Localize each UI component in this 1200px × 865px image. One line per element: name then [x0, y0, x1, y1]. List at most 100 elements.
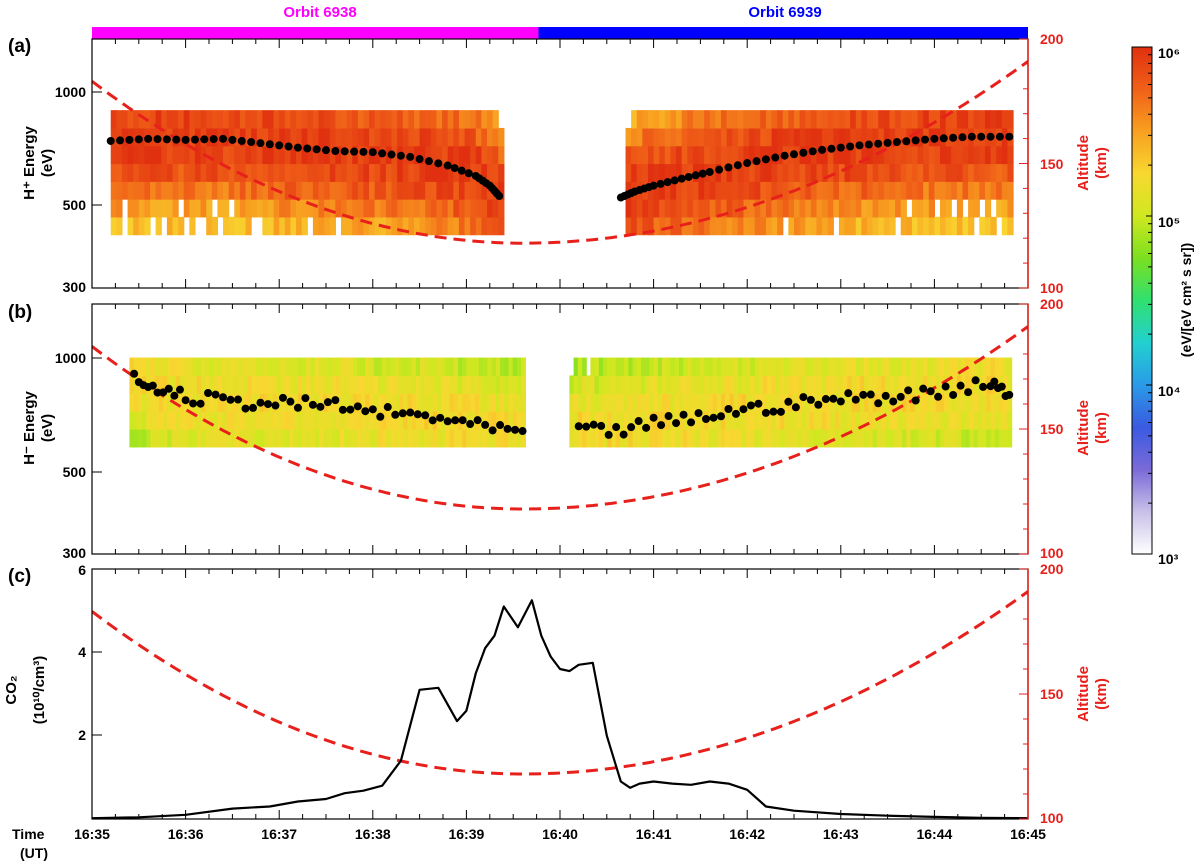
spectrogram-cell: [952, 375, 958, 394]
spectrogram-cell: [129, 429, 135, 448]
spectrogram-cell: [607, 411, 613, 430]
spectrogram-cell: [508, 429, 514, 448]
spectrogram-cell: [918, 429, 924, 448]
spectrogram-cell: [420, 375, 425, 394]
spectrogram-cell: [844, 216, 851, 236]
spectrogram-cell: [479, 429, 484, 448]
spectrogram-cell: [492, 216, 499, 236]
spectrogram-cell: [138, 199, 146, 218]
spectrogram-cell: [356, 375, 362, 394]
spectrogram-cell: [771, 357, 777, 377]
spectrogram-cell: [386, 357, 392, 377]
spectrogram-cell: [475, 145, 482, 165]
spectrogram-cell: [670, 216, 677, 236]
spectrogram-cell: [732, 110, 739, 129]
spectrogram-cell: [765, 127, 773, 147]
spectrogram-cell: [670, 357, 676, 377]
energy-peak-point: [263, 400, 272, 409]
spectrogram-cell: [318, 163, 325, 182]
spectrogram-cell: [209, 375, 215, 394]
energy-peak-point: [434, 159, 443, 168]
spectrogram-cell: [492, 127, 499, 147]
h-plus-spectrogram: [110, 110, 1014, 236]
spectrogram-cell: [906, 145, 913, 165]
spectrogram-cell: [508, 393, 514, 412]
spectrogram-cell: [209, 411, 215, 430]
spectrogram-cell: [394, 375, 400, 394]
spectrogram-cell: [859, 357, 865, 377]
spectrogram-cell: [209, 357, 215, 377]
spectrogram-cell: [306, 411, 312, 430]
spectrogram-cell: [653, 429, 659, 448]
spectrogram-cell: [850, 181, 857, 200]
spectrogram-cell: [726, 145, 733, 165]
spectrogram-cell: [935, 357, 941, 377]
spectrogram-cell: [356, 357, 362, 377]
spectrogram-cell: [928, 110, 935, 129]
spectrogram-cell: [1001, 127, 1009, 147]
ytick-a-300: 300: [63, 279, 87, 295]
spectrogram-cell: [150, 429, 156, 448]
spectrogram-cell: [973, 429, 979, 448]
spectrogram-cell: [720, 357, 726, 377]
spectrogram-cell: [223, 163, 230, 182]
spectrogram-cell: [129, 411, 135, 430]
spectrogram-cell: [178, 181, 185, 200]
energy-peak-point: [383, 403, 392, 412]
spectrogram-cell: [923, 393, 928, 412]
spectrogram-cell: [910, 375, 916, 394]
spectrogram-cell: [709, 127, 716, 147]
spectrogram-cell: [352, 127, 359, 147]
spectrogram-cell: [228, 163, 235, 182]
rtick-c-200: 200: [1040, 561, 1064, 577]
spectrogram-cell: [290, 163, 297, 182]
spectrogram-cell: [708, 375, 714, 394]
spectrogram-cell: [285, 375, 291, 394]
spectrogram-cell: [624, 429, 629, 448]
energy-peak-point: [743, 159, 752, 168]
ytick-b-1000: 1000: [55, 350, 86, 366]
spectrogram-cell: [805, 199, 812, 218]
spectrogram-cell: [394, 411, 400, 430]
spectrogram-cell: [704, 393, 709, 412]
spectrogram-cell: [464, 216, 471, 236]
spectrogram-cell: [962, 110, 969, 129]
energy-peak-point: [473, 416, 482, 425]
spectrogram-cell: [956, 181, 964, 200]
spectrogram-cell: [302, 429, 307, 448]
spectrogram-cell: [374, 216, 381, 236]
spectrogram-cell: [681, 127, 688, 147]
spectrogram-cell: [996, 110, 1003, 129]
spectrogram-cell: [155, 163, 162, 182]
spectrogram-cell: [625, 163, 632, 182]
energy-peak-point: [715, 165, 724, 174]
spectrogram-cell: [726, 216, 733, 236]
spectrogram-cell: [129, 393, 135, 412]
spectrogram-cell: [234, 145, 241, 165]
spectrogram-cell: [516, 375, 522, 394]
spectrogram-cell: [481, 163, 488, 182]
panel-c: (c) 6 4 2 CO₂ (10¹⁰/cm³) 200 150 100 Alt…: [3, 561, 1110, 826]
spectrogram-cell: [945, 163, 952, 182]
ytick-b-500: 500: [63, 464, 87, 480]
spectrogram-cell: [230, 357, 236, 377]
spectrogram-cell: [172, 181, 179, 200]
spectrogram-cell: [217, 163, 224, 182]
spectrogram-cell: [178, 127, 185, 147]
spectrogram-cell: [264, 411, 270, 430]
spectrogram-cell: [386, 393, 392, 412]
spectrogram-cell: [415, 357, 421, 377]
spectrogram-cell: [211, 163, 219, 182]
panel-c-right-label-unit: (km): [1093, 678, 1110, 710]
spectrogram-cell: [314, 411, 320, 430]
spectrogram-cell: [765, 163, 773, 182]
spectrogram-cell: [805, 375, 811, 394]
spectrogram-cell: [796, 375, 802, 394]
spectrogram-cell: [348, 429, 354, 448]
spectrogram-cell: [155, 145, 162, 165]
energy-peak-point: [424, 157, 433, 166]
panel-b-right-label-unit: (km): [1093, 412, 1110, 444]
spectrogram-cell: [441, 411, 446, 430]
spectrogram-cell: [144, 216, 151, 236]
ytick-c-2: 2: [78, 727, 86, 743]
